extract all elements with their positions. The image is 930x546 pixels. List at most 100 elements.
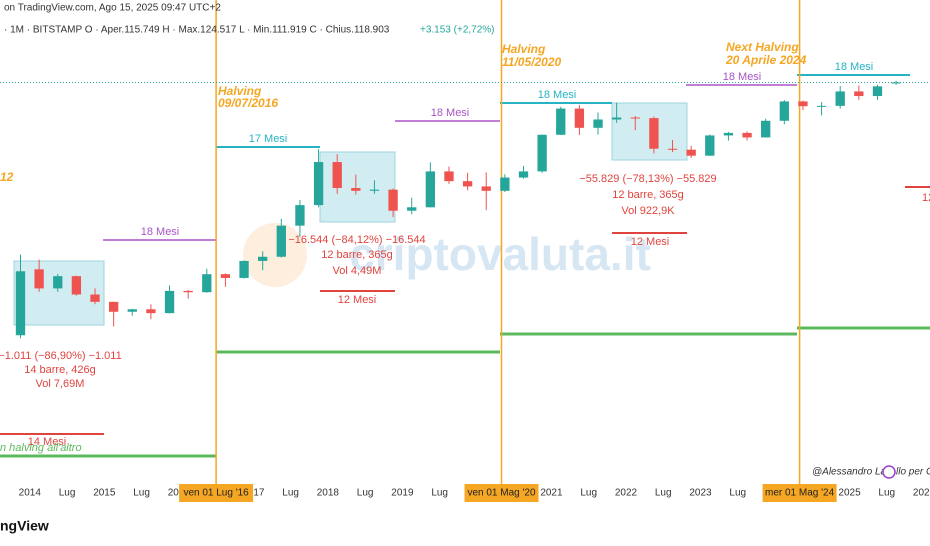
candle-body (202, 274, 212, 293)
candle-body (258, 256, 268, 261)
period-label: 12 Mesi (338, 294, 377, 306)
x-tick-label: Lug (878, 488, 895, 499)
halving-label: Halving (502, 42, 546, 56)
x-tick-label: 2023 (689, 488, 712, 499)
cycle-note: n halving all'altro (0, 442, 82, 454)
halving-date-box (464, 484, 539, 502)
candle-body (556, 108, 566, 135)
candle-body (630, 117, 640, 119)
period-label: 14 Mesi (28, 436, 67, 448)
candle-body (15, 271, 26, 336)
candle-body (537, 134, 547, 172)
x-tick-label: 2021 (540, 488, 563, 499)
author-icon (882, 465, 896, 479)
candle-body (164, 290, 175, 314)
x-tick-label: 2019 (391, 488, 414, 499)
candle-body (425, 171, 436, 208)
candle-body (574, 108, 585, 128)
candle-body (649, 118, 659, 149)
header-source: on TradingView.com, Ago 15, 2025 09:47 U… (4, 3, 221, 14)
author: llo per C (896, 467, 930, 478)
watermark: criptovaluta.it (349, 228, 651, 280)
candle-body (332, 162, 342, 189)
candle-body (146, 309, 156, 314)
period-label: 18 Mesi (835, 61, 874, 73)
x-tick-label: Lug (729, 488, 746, 499)
candle-body (127, 309, 137, 312)
header-symbol: · 1M · BITSTAMP O · Aper.115.749 H · Max… (4, 25, 390, 36)
candle-body (891, 82, 901, 84)
halving-date-label: mer 01 Mag '24 (765, 488, 835, 499)
measure-bars: 12 barre, 365g (321, 249, 393, 261)
candle-body (798, 101, 808, 107)
candle-body (183, 290, 193, 293)
x-tick-label: Lug (655, 488, 672, 499)
measure-volume: Vol 7,69M (36, 378, 85, 390)
candle-body (481, 186, 491, 191)
candle-body (220, 274, 231, 278)
candle-body (34, 269, 44, 289)
candle-body (705, 135, 715, 156)
measure-change: −55.829 (−78,13%) −55.829 (579, 173, 716, 185)
x-tick-label: Lug (357, 488, 374, 499)
candle-body (500, 177, 510, 191)
candle-body (611, 117, 622, 120)
period-label: 17 Mesi (249, 133, 288, 145)
halving-label: 12 (0, 170, 14, 184)
x-tick-label: 2015 (93, 488, 116, 499)
period-label: 12 (922, 192, 930, 204)
candle-body (90, 294, 100, 302)
x-tick-label: 2026 (913, 488, 930, 499)
halving-label: Next Halving (726, 40, 799, 54)
candle-body (444, 171, 454, 182)
watermark-logo (243, 223, 307, 287)
candle-body (295, 205, 305, 226)
candle-body (686, 149, 696, 156)
halving-label: Halving (218, 84, 262, 98)
x-tick-label: 2025 (838, 488, 861, 499)
x-tick-label: 2018 (317, 488, 340, 499)
candle-body (388, 189, 398, 211)
measure-volume: Vol 4,49M (333, 265, 382, 277)
candle-body (816, 105, 827, 107)
period-label: 18 Mesi (431, 107, 470, 119)
labels-layer: on TradingView.com, Ago 15, 2025 09:47 U… (0, 3, 930, 534)
header-change: +3.153 (+2,72%) (420, 25, 495, 36)
measure-volume: Vol 922,9K (621, 205, 675, 217)
halving-date-box (762, 484, 837, 502)
candle-body (369, 189, 380, 191)
candle-body (872, 86, 883, 97)
logo: ngView (0, 518, 49, 534)
period-label: 12 Mesi (631, 236, 670, 248)
x-tick-label: 2016 (168, 488, 191, 499)
candle-body (742, 132, 752, 138)
period-label: 18 Mesi (723, 71, 762, 83)
candle-body (667, 148, 678, 150)
x-tick-label: Lug (133, 488, 150, 499)
candle-body (71, 276, 82, 295)
x-tick-label: Lug (431, 488, 448, 499)
candle-body (53, 276, 63, 289)
x-tick-label: Lug (580, 488, 597, 499)
candle-body (108, 301, 119, 312)
candle-body (761, 120, 771, 138)
halving-date: 20 Aprile 2024 (725, 53, 807, 67)
measure-bars: 14 barre, 426g (24, 364, 96, 376)
candle-body (462, 181, 473, 187)
candle-body (835, 91, 845, 106)
candle-body (518, 171, 529, 178)
measure-box (319, 151, 396, 223)
candle-body (407, 207, 417, 211)
marks-layer: 2014 Lug 2015 Lug 2016 2017 Lug 2018 Lug 2019 Lug 2… (0, 0, 930, 499)
x-tick-label: 2022 (615, 488, 638, 499)
halving-date-box (179, 484, 254, 502)
x-tick-label: 2017 (242, 488, 265, 499)
halving-date: 11/05/2020 (502, 55, 561, 69)
measure-change: −16.544 (−84,12%) −16.544 (288, 234, 425, 246)
measure-change: −1.011 (−86,90%) −1.011 (0, 350, 122, 362)
x-tick-label: Lug (59, 488, 76, 499)
x-tick-label: 2014 (19, 488, 42, 499)
candle-body (779, 101, 789, 121)
measure-bars: 12 barre, 365g (612, 189, 684, 201)
